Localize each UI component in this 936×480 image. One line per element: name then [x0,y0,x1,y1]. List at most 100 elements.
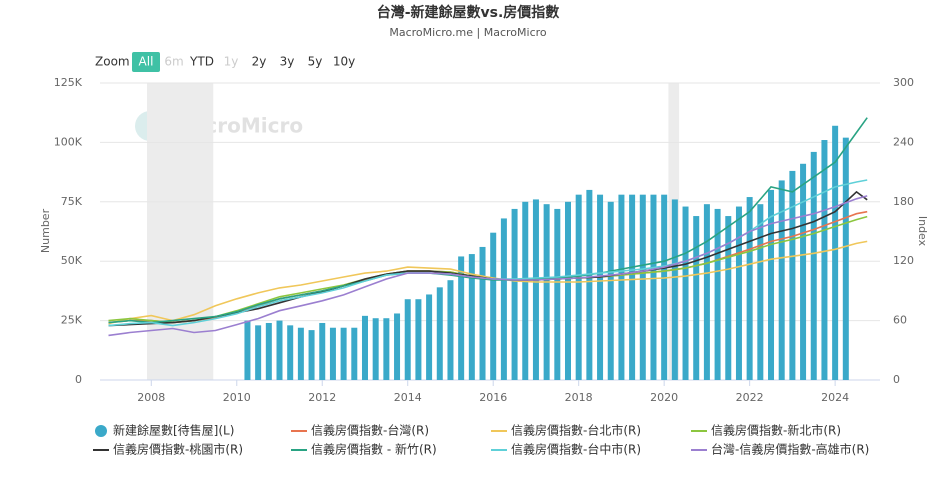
bar [629,194,636,380]
bar [244,320,251,380]
bar [565,201,571,380]
bar [703,204,710,380]
zoom-button[interactable]: 3y [280,55,295,69]
x-tick-label: 2012 [308,391,336,404]
bar [329,327,336,380]
legend-label: 台灣-信義房價指數-高雄市(R) [711,442,869,457]
bar [340,327,347,380]
bar [458,256,465,380]
bar [436,287,443,380]
x-tick-label: 2018 [565,391,593,404]
legend-item[interactable]: 台灣-信義房價指數-高雄市(R) [691,442,869,457]
bar [746,197,753,380]
bar [511,208,518,380]
y-tick-label: 0 [75,373,82,386]
shaded-range [147,83,214,380]
bar [522,201,529,380]
bar [319,322,326,380]
bar [255,325,262,380]
bar [297,327,304,380]
y-tick-label: 75K [61,195,83,208]
legend-item[interactable]: 信義房價指數 - 新竹(R) [291,442,437,457]
bar [778,180,785,380]
legend-label: 信義房價指數-台北市(R) [511,423,641,438]
bar [543,204,550,380]
bar [361,315,368,380]
legend-item[interactable]: 新建餘屋數[待售屋](L) [95,423,234,438]
y-tick-label: 125K [54,76,83,89]
y2-tick-label: 240 [893,135,914,148]
bar [575,194,582,380]
bar [586,189,593,380]
legend-item[interactable]: 信義房價指數-新北市(R) [691,423,841,438]
zoom-button[interactable]: 2y [252,55,267,69]
zoom-button[interactable]: 10y [333,55,355,69]
y-tick-label: 25K [61,314,83,327]
y2-axis-title: Index [916,216,929,247]
bar [682,206,689,380]
x-tick-label: 2008 [137,391,165,404]
bar [735,206,742,380]
bar [810,151,817,380]
zoom-button: 1y [224,55,239,69]
legend-item[interactable]: 信義房價指數-台灣(R) [291,423,429,438]
bar [490,232,497,380]
x-tick-label: 2022 [736,391,764,404]
zoom-button[interactable]: 5y [308,55,323,69]
legend-item[interactable]: 信義房價指數-台中市(R) [491,442,641,457]
legend-label: 信義房價指數-新北市(R) [711,423,841,438]
line [108,195,868,337]
zoom-label: Zoom [95,55,130,69]
bar [265,322,272,380]
y-axis-title: Number [39,208,52,253]
bar [479,246,486,380]
bar [394,313,401,380]
legend-label: 信義房價指數-台中市(R) [511,442,641,457]
y2-tick-label: 180 [893,195,914,208]
bar [757,204,764,380]
zoom-button[interactable]: YTD [189,55,214,69]
x-tick-label: 2020 [650,391,678,404]
bar [447,280,454,380]
bar [383,318,390,380]
y-tick-label: 50K [61,254,83,267]
line [108,240,868,325]
bar [351,327,358,380]
y2-tick-label: 0 [893,373,900,386]
bar [597,194,604,380]
bar [308,330,315,380]
bar [372,318,379,380]
bar [554,208,561,380]
y-tick-label: 100K [54,135,83,148]
legend-item[interactable]: 信義房價指數-台北市(R) [491,423,641,438]
bar [661,194,668,380]
bar [276,320,283,380]
legend-label: 信義房價指數 - 新竹(R) [311,442,437,457]
bar [639,194,646,380]
bar [500,218,507,380]
bar [789,170,796,380]
bar [671,199,678,380]
x-tick-label: 2016 [479,391,507,404]
x-tick-label: 2024 [821,391,849,404]
zoom-button-bg [132,52,160,72]
bar [618,194,625,380]
zoom-button[interactable]: All [139,55,154,69]
bar [607,201,614,380]
line [108,190,868,327]
legend-marker [95,425,107,437]
y2-tick-label: 300 [893,76,914,89]
legend-item[interactable]: 信義房價指數-桃園市(R) [93,442,243,457]
chart-title: 台灣-新建餘屋數vs.房價指數 [377,4,560,21]
bar [842,137,849,380]
zoom-button: 6m [164,55,183,69]
bar [714,208,721,380]
bar [404,299,411,380]
bar [287,325,294,380]
bar [725,216,732,380]
bar [800,163,807,380]
bar [821,140,828,380]
bar [532,199,539,380]
legend-label: 信義房價指數-台灣(R) [311,423,429,438]
